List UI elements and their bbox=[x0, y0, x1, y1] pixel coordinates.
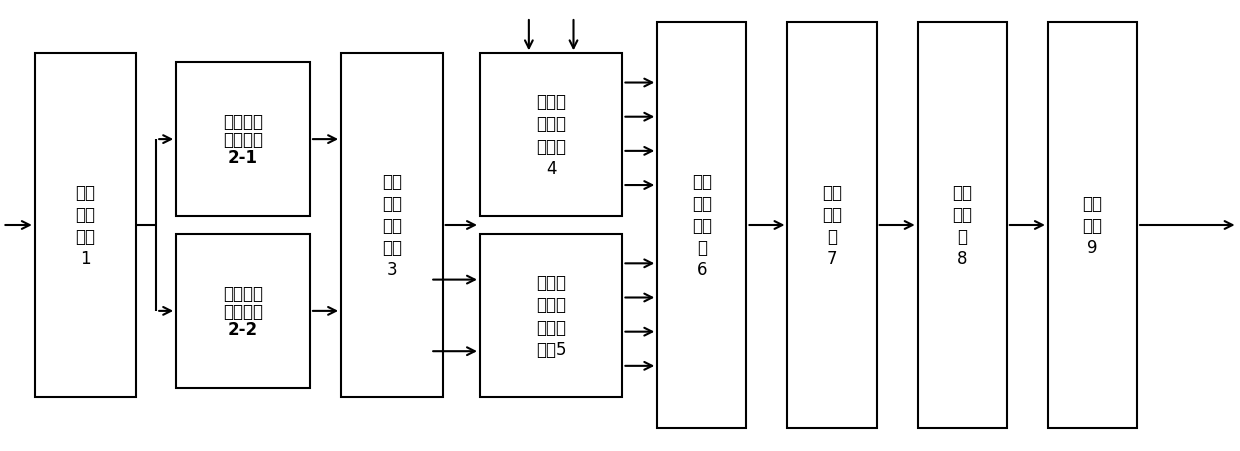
Text: 2-2: 2-2 bbox=[228, 320, 258, 338]
Text: 上变
频器
9: 上变 频器 9 bbox=[1083, 194, 1102, 257]
Bar bbox=[176, 235, 310, 388]
Text: 数字
重采
样单
元
6: 数字 重采 样单 元 6 bbox=[692, 172, 712, 279]
Bar bbox=[918, 23, 1007, 428]
Text: 第二成形: 第二成形 bbox=[223, 284, 263, 302]
Bar bbox=[1048, 23, 1137, 428]
Text: 数模
转换
器
7: 数模 转换 器 7 bbox=[822, 183, 842, 268]
Bar bbox=[480, 54, 622, 216]
Text: 重采样
滤波系
数选控
单元5: 重采样 滤波系 数选控 单元5 bbox=[536, 273, 567, 358]
Bar bbox=[341, 54, 443, 397]
Bar bbox=[35, 54, 136, 397]
Bar bbox=[657, 23, 746, 428]
Bar bbox=[480, 235, 622, 397]
Text: 符号
映射
单元
1: 符号 映射 单元 1 bbox=[76, 183, 95, 268]
Bar bbox=[176, 63, 310, 216]
Bar bbox=[787, 23, 877, 428]
Text: 低通
滤波
器
8: 低通 滤波 器 8 bbox=[952, 183, 972, 268]
Text: 重采样
数据选
控单元
4: 重采样 数据选 控单元 4 bbox=[536, 93, 567, 178]
Text: 第一成形: 第一成形 bbox=[223, 113, 263, 131]
Text: 滤波单元: 滤波单元 bbox=[223, 131, 263, 149]
Text: 滤波单元: 滤波单元 bbox=[223, 302, 263, 320]
Text: 数字
正交
调制
单元
3: 数字 正交 调制 单元 3 bbox=[382, 172, 402, 279]
Text: 2-1: 2-1 bbox=[228, 149, 258, 167]
